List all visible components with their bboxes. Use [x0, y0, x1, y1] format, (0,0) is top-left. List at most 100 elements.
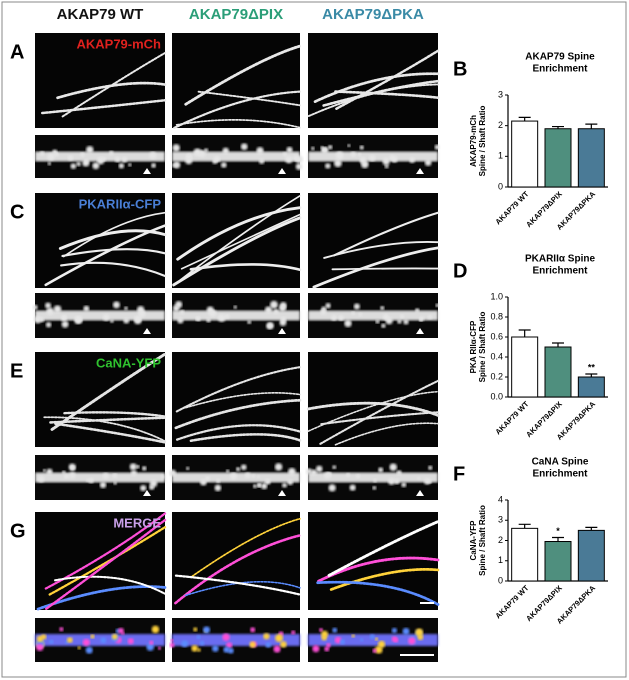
spine: [90, 634, 95, 639]
panel-letter: C: [10, 201, 24, 223]
spine: [384, 164, 389, 169]
spine: [193, 627, 198, 632]
spine: [279, 319, 287, 327]
micrograph: [305, 352, 440, 500]
panel-letter: A: [10, 41, 24, 63]
spine: [258, 158, 265, 164]
spine: [409, 157, 416, 163]
y-tick-label: 0: [498, 181, 503, 191]
dendrite: [185, 392, 301, 409]
error-bar: [552, 342, 564, 347]
y-tick-label: 1: [498, 555, 503, 565]
dendrite: [54, 422, 167, 444]
arrowhead: [143, 490, 151, 496]
spine: [74, 316, 82, 325]
dendrite: [175, 366, 302, 413]
spine: [63, 473, 70, 479]
spine: [112, 301, 120, 309]
spine: [233, 305, 237, 309]
spine: [227, 647, 234, 654]
spine: [77, 646, 81, 650]
spine: [385, 316, 393, 325]
spine: [275, 634, 284, 642]
dendrite: [56, 81, 167, 100]
spine: [113, 481, 117, 485]
spine: [138, 310, 146, 318]
spine: [350, 151, 356, 158]
spine: [181, 640, 189, 648]
spine: [252, 484, 257, 489]
micrograph: [172, 193, 302, 338]
spine: [45, 321, 52, 328]
spine: [36, 643, 44, 652]
spine: [88, 477, 94, 484]
spine: [403, 319, 409, 325]
spine: [273, 645, 281, 653]
spine: [335, 151, 344, 160]
spine: [360, 638, 364, 642]
spine: [312, 645, 320, 653]
spine: [127, 638, 134, 645]
spine: [389, 463, 398, 472]
spine: [325, 163, 331, 169]
spine: [360, 160, 369, 169]
spine: [140, 484, 147, 492]
spine: [68, 471, 76, 479]
y-tick-label: 2: [498, 120, 503, 130]
y-tick-label: 0.8: [490, 311, 503, 321]
spine: [375, 319, 380, 324]
column-header: AKAP79ΔPIX: [189, 6, 283, 23]
spine: [112, 473, 118, 479]
spine: [172, 304, 180, 312]
arrowhead: [278, 328, 286, 334]
dendrite: [189, 433, 302, 443]
spine: [60, 315, 68, 322]
spine: [320, 147, 327, 154]
arrowhead: [278, 490, 286, 496]
dendrite: [184, 44, 302, 106]
y-tick-label: 4: [498, 494, 503, 504]
spine: [204, 148, 209, 153]
spine: [408, 637, 416, 645]
panel-letter: G: [10, 520, 26, 542]
spine: [118, 627, 124, 634]
arrowhead: [416, 328, 424, 334]
y-axis-label: Spine / Shaft Ratio: [478, 106, 487, 177]
spine: [266, 322, 273, 330]
bar: [544, 346, 572, 398]
bar: [511, 120, 539, 188]
dendrite: [62, 211, 166, 258]
spine: [206, 317, 211, 323]
spine: [369, 634, 375, 640]
error-bar: [585, 373, 598, 377]
spine: [82, 638, 90, 647]
y-axis-label: Spine / Shaft Ratio: [478, 312, 487, 383]
arrowhead: [143, 168, 151, 174]
micrograph-bg: [308, 193, 438, 288]
error-bar: [585, 526, 598, 531]
spine: [170, 638, 174, 643]
dendrite: [184, 581, 301, 597]
channel-label: PKARIIα-CFP: [79, 196, 162, 211]
spine: [295, 155, 303, 164]
significance-label: **: [588, 362, 596, 372]
spine: [61, 470, 66, 475]
spine: [82, 159, 90, 167]
spine: [47, 161, 52, 166]
spine: [391, 627, 398, 634]
bar: [544, 128, 572, 188]
spine: [99, 481, 107, 489]
micrograph: [308, 193, 440, 338]
spine: [42, 468, 47, 473]
spine: [434, 144, 440, 150]
spine: [257, 483, 262, 488]
spine: [382, 157, 390, 166]
spine: [191, 645, 198, 652]
spine: [151, 163, 156, 168]
chart-title: Enrichment: [532, 266, 588, 277]
spine: [136, 464, 140, 469]
dendrite: [45, 518, 167, 610]
dendrite: [60, 261, 167, 278]
strip-dendrite: [172, 151, 300, 162]
chart-title: CaNA Spine: [532, 457, 589, 468]
